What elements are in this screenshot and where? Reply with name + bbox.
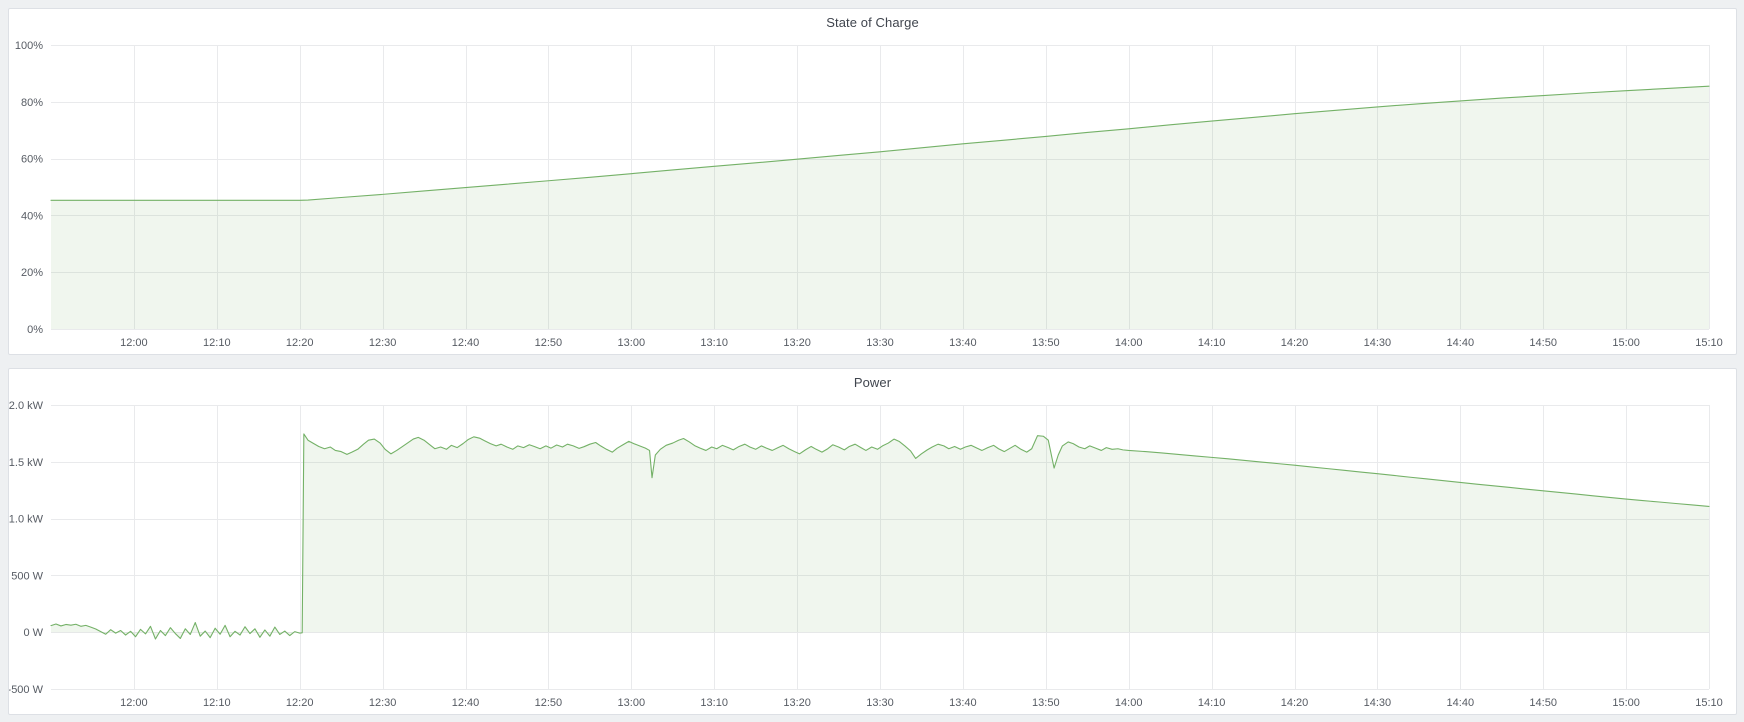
svg-text:12:30: 12:30: [369, 337, 397, 349]
series-fill: [51, 86, 1709, 330]
series-line: [50, 85, 1710, 201]
svg-text:14:20: 14:20: [1281, 697, 1309, 709]
svg-text:14:30: 14:30: [1364, 337, 1392, 349]
svg-text:1.5 kW: 1.5 kW: [9, 457, 44, 469]
panel-title-state-of-charge[interactable]: State of Charge: [826, 15, 919, 30]
svg-text:14:10: 14:10: [1198, 697, 1226, 709]
svg-text:13:30: 13:30: [866, 697, 894, 709]
svg-text:12:50: 12:50: [535, 337, 563, 349]
state-of-charge-chart[interactable]: 0% 20% 40% 60% 80% 100% 12:00 12:10 12:20 12:30 12…: [9, 9, 1736, 354]
svg-text:14:50: 14:50: [1529, 697, 1557, 709]
svg-text:13:50: 13:50: [1032, 337, 1060, 349]
svg-text:2.0 kW: 2.0 kW: [9, 400, 44, 412]
panel-title-power[interactable]: Power: [853, 375, 892, 390]
svg-text:80%: 80%: [21, 97, 43, 109]
svg-text:13:10: 13:10: [700, 697, 728, 709]
svg-text:15:00: 15:00: [1612, 337, 1640, 349]
svg-text:12:10: 12:10: [203, 337, 231, 349]
gridlines: [51, 405, 1710, 690]
svg-text:1.0 kW: 1.0 kW: [9, 514, 44, 526]
svg-text:60%: 60%: [21, 154, 43, 166]
svg-text:500 W: 500 W: [11, 570, 43, 582]
svg-text:14:40: 14:40: [1447, 337, 1475, 349]
power-chart[interactable]: -500 W 0 W 500 W 1.0 kW 1.5 kW 2.0 kW 12:00 12:…: [9, 369, 1736, 714]
series-fill: [51, 433, 1709, 640]
panel-state-of-charge: 0% 20% 40% 60% 80% 100% 12:00 12:10 12:20 12:30 12…: [8, 8, 1737, 355]
svg-text:0 W: 0 W: [23, 627, 43, 639]
svg-text:15:00: 15:00: [1612, 697, 1640, 709]
svg-text:15:10: 15:10: [1695, 697, 1723, 709]
svg-text:12:30: 12:30: [369, 697, 397, 709]
svg-text:-500 W: -500 W: [9, 684, 44, 696]
svg-text:13:00: 13:00: [618, 697, 646, 709]
gridlines: [51, 45, 1710, 330]
svg-text:13:40: 13:40: [949, 337, 977, 349]
svg-text:13:10: 13:10: [700, 337, 728, 349]
svg-text:13:50: 13:50: [1032, 697, 1060, 709]
svg-text:14:10: 14:10: [1198, 337, 1226, 349]
svg-text:12:20: 12:20: [286, 697, 314, 709]
svg-text:14:30: 14:30: [1364, 697, 1392, 709]
svg-text:13:20: 13:20: [783, 337, 811, 349]
svg-text:12:00: 12:00: [120, 697, 148, 709]
axis-labels: 0% 20% 40% 60% 80% 100% 12:00 12:10 12:20 12:30 12…: [15, 40, 1723, 349]
svg-text:100%: 100%: [15, 40, 43, 52]
svg-text:13:30: 13:30: [866, 337, 894, 349]
svg-text:14:40: 14:40: [1447, 697, 1475, 709]
svg-text:15:10: 15:10: [1695, 337, 1723, 349]
series-line: [50, 433, 1710, 640]
svg-text:0%: 0%: [27, 324, 43, 336]
svg-text:12:40: 12:40: [452, 697, 480, 709]
svg-text:13:20: 13:20: [783, 697, 811, 709]
svg-text:12:20: 12:20: [286, 337, 314, 349]
svg-text:12:10: 12:10: [203, 697, 231, 709]
svg-text:13:00: 13:00: [618, 337, 646, 349]
svg-text:12:40: 12:40: [452, 337, 480, 349]
svg-text:20%: 20%: [21, 267, 43, 279]
svg-text:12:00: 12:00: [120, 337, 148, 349]
svg-text:14:20: 14:20: [1281, 337, 1309, 349]
axis-labels: -500 W 0 W 500 W 1.0 kW 1.5 kW 2.0 kW 12:00 12:…: [9, 400, 1723, 709]
svg-text:14:00: 14:00: [1115, 697, 1143, 709]
svg-text:14:00: 14:00: [1115, 337, 1143, 349]
panel-power: -500 W 0 W 500 W 1.0 kW 1.5 kW 2.0 kW 12:00 12:…: [8, 368, 1737, 715]
svg-text:13:40: 13:40: [949, 697, 977, 709]
svg-text:12:50: 12:50: [535, 697, 563, 709]
svg-text:14:50: 14:50: [1529, 337, 1557, 349]
svg-text:40%: 40%: [21, 210, 43, 222]
